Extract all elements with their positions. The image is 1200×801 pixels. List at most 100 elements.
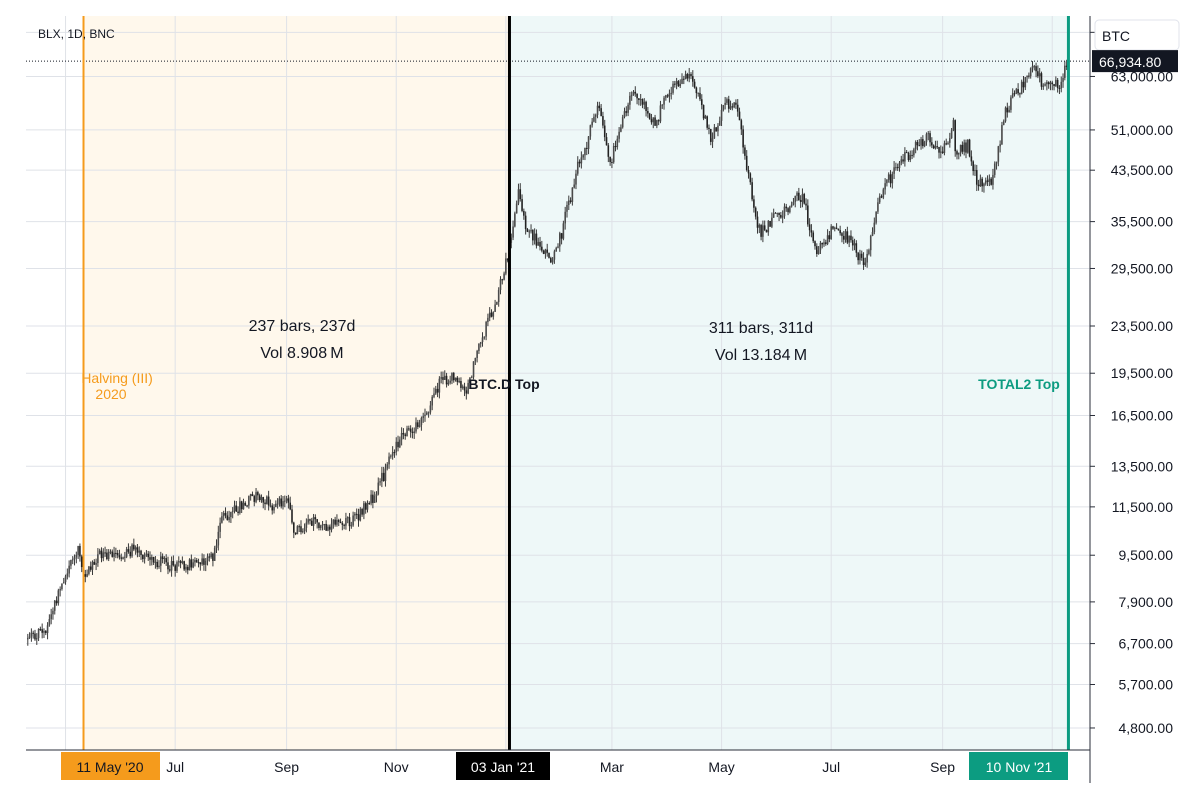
candle-body	[663, 97, 665, 105]
candle	[691, 70, 694, 87]
candle-body	[672, 83, 674, 93]
candle-body	[620, 127, 622, 132]
candle-body	[983, 183, 985, 187]
candle-body	[46, 625, 49, 634]
candle	[634, 86, 637, 97]
candle	[266, 495, 268, 505]
candle-body	[363, 503, 365, 515]
candle	[244, 501, 247, 507]
candle-body	[909, 154, 912, 160]
candle	[575, 169, 577, 190]
candle	[179, 559, 182, 569]
candle	[1022, 76, 1025, 93]
candle	[242, 498, 245, 510]
candle	[995, 161, 998, 170]
candle-body	[670, 92, 673, 94]
candle-body	[1035, 66, 1037, 72]
candle	[343, 523, 345, 530]
candle	[913, 147, 915, 158]
candle-body	[792, 201, 795, 205]
candle-body	[34, 633, 36, 640]
candle	[420, 416, 423, 431]
candle	[1010, 95, 1012, 113]
candle	[71, 556, 74, 565]
candle-body	[163, 558, 166, 560]
candle-body	[354, 513, 356, 516]
candle	[355, 508, 358, 520]
candle-body	[523, 210, 525, 216]
candle	[670, 86, 673, 100]
candle-body	[860, 253, 863, 258]
candle	[127, 543, 130, 554]
candle-body	[598, 105, 601, 109]
candle-body	[111, 551, 114, 557]
candle	[1033, 64, 1036, 71]
candle-body	[774, 212, 777, 214]
candle-body	[1058, 87, 1061, 89]
candle	[535, 229, 538, 249]
candle	[966, 139, 969, 154]
candle-body	[803, 194, 806, 204]
candle-body	[882, 189, 885, 198]
candle	[810, 224, 813, 238]
candle-body	[769, 220, 771, 227]
candle-body	[1020, 81, 1023, 94]
candle	[258, 493, 261, 503]
candle	[914, 140, 917, 154]
candle-body	[298, 526, 300, 528]
candle	[975, 164, 978, 192]
range-1-stats: 237 bars, 237d Vol 8.908 M	[249, 318, 356, 362]
candle	[830, 224, 832, 240]
candle-body	[621, 117, 624, 128]
candle	[34, 629, 36, 641]
candle	[745, 150, 748, 172]
candle-body	[469, 377, 471, 384]
candle	[715, 126, 717, 132]
candle-body	[472, 361, 475, 378]
candle-body	[947, 142, 949, 145]
candle-body	[161, 556, 164, 560]
candle	[821, 242, 824, 249]
candle-body	[485, 321, 487, 337]
candle-body	[826, 235, 829, 244]
candle-body	[765, 229, 768, 233]
currency-button[interactable]: BTC	[1094, 19, 1180, 51]
candle-body	[993, 163, 996, 175]
candle	[636, 93, 638, 105]
candle	[490, 309, 493, 318]
candle	[647, 107, 649, 118]
candle	[918, 139, 921, 147]
candle-body	[612, 146, 615, 163]
candle-body	[64, 576, 67, 583]
candle	[167, 556, 169, 575]
candle-body	[1046, 82, 1048, 85]
candle	[808, 218, 811, 237]
candle-body	[954, 120, 957, 152]
candle	[275, 500, 277, 508]
candle-body	[684, 74, 687, 79]
candle-body	[291, 509, 293, 523]
candle	[578, 159, 581, 168]
candle-body	[704, 116, 707, 119]
candle	[839, 225, 841, 236]
candle	[564, 206, 566, 230]
candle-body	[869, 235, 872, 251]
candle-body	[643, 101, 646, 105]
candle-body	[436, 388, 439, 393]
candle	[772, 208, 775, 218]
candle	[546, 243, 549, 257]
candle	[478, 343, 480, 354]
candle-body	[760, 225, 762, 237]
candle	[366, 500, 369, 513]
candle-body	[668, 93, 671, 97]
candle-body	[145, 553, 148, 555]
candle	[142, 554, 144, 563]
candle-body	[539, 241, 541, 247]
candle-body	[941, 151, 944, 153]
candle	[713, 123, 716, 139]
candle	[519, 183, 522, 202]
candle-body	[39, 628, 42, 630]
candle-body	[562, 223, 565, 239]
candle	[754, 206, 757, 220]
candle-body	[422, 416, 425, 418]
